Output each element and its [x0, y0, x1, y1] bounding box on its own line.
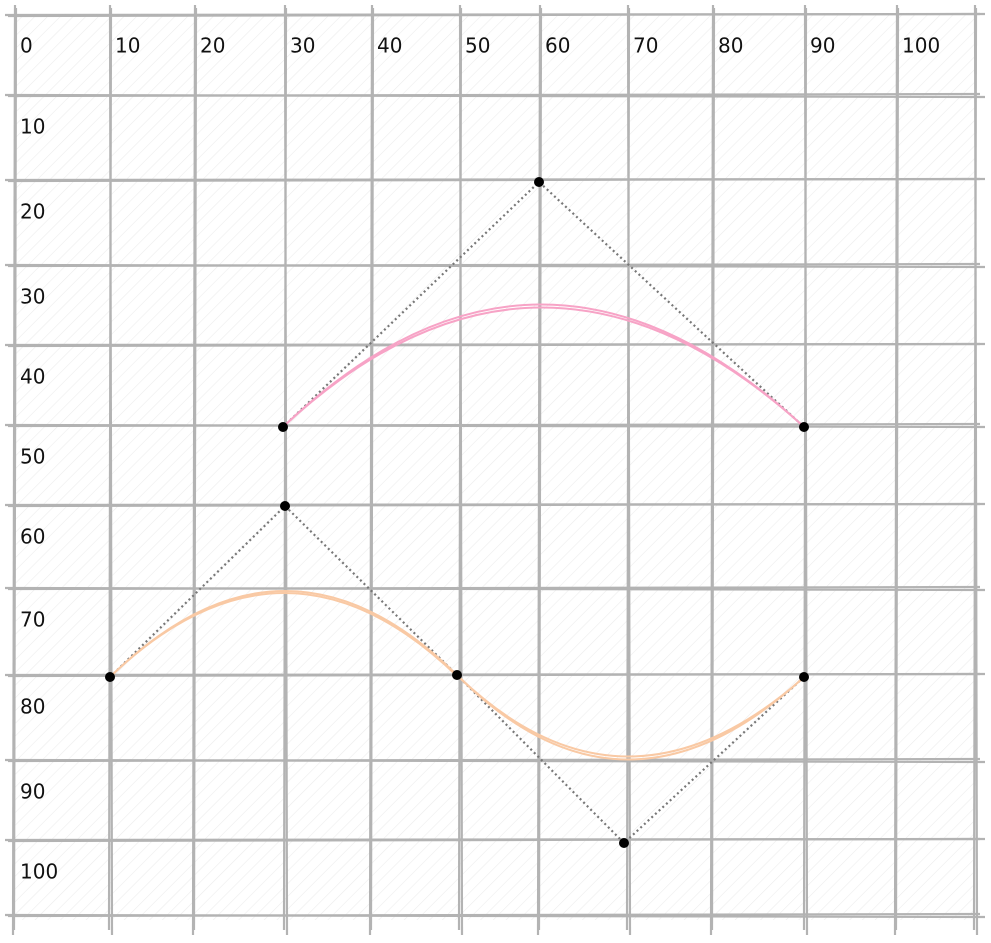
grid-line	[7, 92, 981, 98]
y-label: 40	[20, 365, 45, 389]
x-label: 70	[633, 34, 658, 58]
point	[105, 672, 115, 682]
x-label: 60	[545, 34, 570, 58]
grid-line	[12, 7, 18, 931]
grid-line	[7, 12, 981, 18]
grid-line	[7, 502, 981, 508]
grid-line	[7, 672, 981, 678]
grid-line	[710, 7, 716, 931]
y-label: 80	[20, 695, 45, 719]
pink-curve	[284, 306, 803, 426]
grid-line	[802, 7, 808, 931]
points	[105, 177, 809, 848]
x-label: 80	[718, 34, 743, 58]
y-label: 60	[20, 525, 45, 549]
grid-line	[7, 585, 981, 591]
point	[278, 422, 288, 432]
y-label: 100	[20, 860, 58, 884]
orange-curve	[458, 676, 803, 758]
grid-line	[625, 7, 631, 931]
grid-line	[107, 7, 113, 931]
grid	[4, 4, 986, 936]
x-label: 10	[115, 34, 140, 58]
grid-line	[457, 7, 463, 931]
point	[280, 501, 290, 511]
grid-line	[894, 7, 900, 931]
labels: 0 10 20 30 40 50 60 70 80 90 100 10 20 30 40 50 60 70 80 90…	[20, 34, 940, 884]
point	[799, 672, 809, 682]
x-label: 0	[20, 34, 33, 58]
grid-line	[369, 7, 375, 931]
grid-line	[7, 422, 981, 428]
point	[534, 177, 544, 187]
x-label: 20	[200, 34, 225, 58]
grid-line	[7, 262, 981, 268]
y-label: 30	[20, 285, 45, 309]
grid-line	[192, 7, 198, 931]
y-label: 50	[20, 445, 45, 469]
point	[452, 670, 462, 680]
point	[799, 422, 809, 432]
y-label: 10	[20, 115, 45, 139]
x-label: 40	[377, 34, 402, 58]
y-label: 70	[20, 608, 45, 632]
hatch-fill	[15, 15, 975, 920]
grid-line	[282, 7, 288, 931]
y-label: 90	[20, 780, 45, 804]
x-label: 50	[465, 34, 490, 58]
y-label: 20	[20, 200, 45, 224]
grid-line	[7, 912, 981, 918]
x-label: 90	[810, 34, 835, 58]
grid-line	[7, 837, 981, 843]
orange-curve	[111, 592, 459, 678]
grid-line	[7, 342, 981, 348]
grid-line	[7, 177, 981, 183]
grid-line	[537, 7, 543, 931]
grid-line	[7, 757, 981, 763]
x-label: 100	[902, 34, 940, 58]
point	[619, 838, 629, 848]
grid-line	[972, 7, 978, 931]
curves	[109, 303, 805, 761]
x-label: 30	[290, 34, 315, 58]
